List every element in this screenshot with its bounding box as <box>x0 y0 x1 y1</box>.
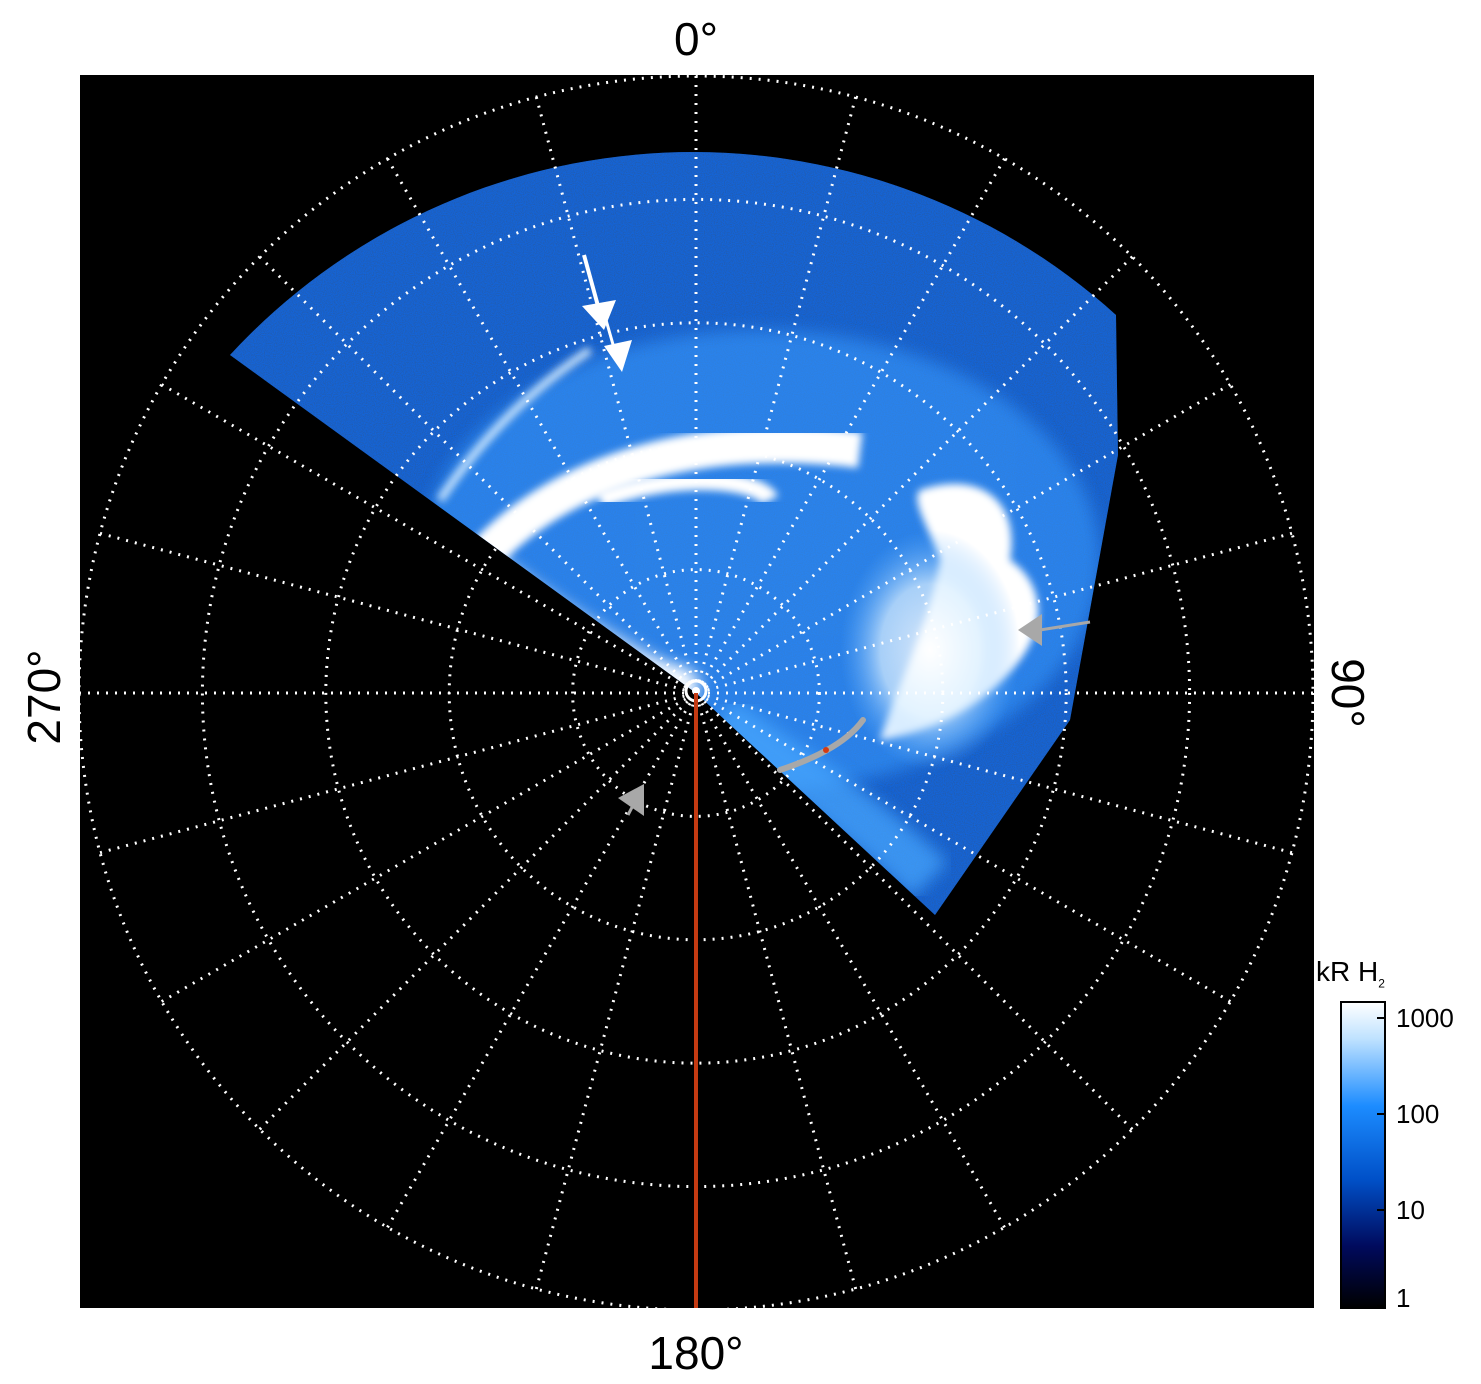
white-arrow-1 <box>582 254 616 330</box>
grid-meridian <box>697 704 858 1290</box>
colorbar-tick-label: 10 <box>1396 1195 1425 1225</box>
colorbar-tick-label: 1 <box>1396 1283 1411 1313</box>
grid-meridian <box>703 255 1134 686</box>
grid-ring <box>324 321 1068 1065</box>
grid-ring <box>571 568 821 818</box>
grid-meridian <box>258 255 689 686</box>
grid-meridian <box>707 531 1293 692</box>
grid-meridian <box>700 702 1006 1229</box>
polar-grid <box>80 75 1314 1308</box>
grid-meridian <box>705 383 1232 689</box>
axis-label-180deg: 180° <box>648 1327 744 1379</box>
grid-meridian <box>386 157 692 684</box>
gray-arrow-dawn <box>1018 614 1091 646</box>
colorbar-tick-label: 1000 <box>1396 1003 1454 1033</box>
grid-meridian <box>697 96 858 682</box>
white-arrow-2 <box>600 305 632 372</box>
colorbar-title: kR H2 <box>1316 956 1385 991</box>
colorbar-tick-label: 100 <box>1396 1099 1440 1129</box>
gray-arrow-night <box>618 784 644 816</box>
grid-meridian <box>99 531 685 692</box>
grid-meridian <box>707 694 1293 855</box>
grid-meridian <box>534 96 695 682</box>
grid-meridian <box>258 700 689 1131</box>
grid-meridian <box>160 697 687 1003</box>
grid-meridian <box>700 157 1006 684</box>
axis-label-0deg: 0° <box>674 13 718 65</box>
grid-meridian <box>160 383 687 689</box>
axis-label-90deg: 90° <box>1322 658 1374 728</box>
red-footprint-dot <box>823 747 829 753</box>
colorbar <box>1340 1001 1386 1309</box>
grid-meridian <box>705 697 1232 1003</box>
grid-meridian <box>703 700 1134 1131</box>
grid-meridian <box>99 694 685 855</box>
axis-label-270deg: 270° <box>18 649 70 745</box>
grid-meridian <box>534 704 695 1290</box>
